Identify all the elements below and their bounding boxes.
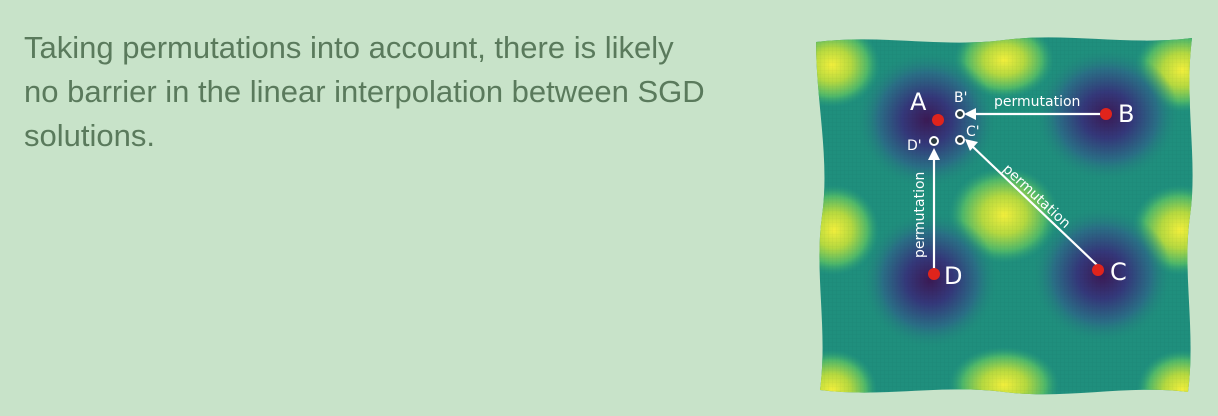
caption-line-2: no barrier in the linear interpolation b… xyxy=(24,74,705,109)
arrow-c-to-cprime xyxy=(971,145,1099,267)
arrow-head-diagonal xyxy=(965,139,978,151)
arrow-label-vertical: permutation xyxy=(912,172,928,258)
label-a: A xyxy=(910,88,927,116)
caption-line-3: solutions. xyxy=(24,118,155,153)
label-b-prime: B' xyxy=(954,90,967,106)
point-c xyxy=(1092,264,1104,276)
label-d: D xyxy=(944,262,962,290)
point-c-prime xyxy=(955,135,965,145)
arrow-label-top: permutation xyxy=(994,94,1080,110)
point-b-prime xyxy=(955,109,965,119)
label-d-prime: D' xyxy=(907,138,922,154)
point-d-prime xyxy=(929,136,939,146)
label-c-prime: C' xyxy=(966,124,980,140)
point-b xyxy=(1100,108,1112,120)
arrow-head-vertical xyxy=(928,148,940,160)
loss-landscape-figure: permutation permutation permutation A B … xyxy=(812,30,1196,402)
caption-line-1: Taking permutations into account, there … xyxy=(24,30,674,65)
label-b: B xyxy=(1118,100,1134,128)
surface xyxy=(816,37,1193,395)
point-d xyxy=(928,268,940,280)
label-c: C xyxy=(1110,258,1127,286)
arrow-head-top xyxy=(964,108,976,120)
caption-text: Taking permutations into account, there … xyxy=(24,26,754,158)
loss-landscape-svg: permutation permutation permutation A B … xyxy=(816,37,1193,395)
point-a xyxy=(932,114,944,126)
permutation-arrows xyxy=(928,108,1106,270)
